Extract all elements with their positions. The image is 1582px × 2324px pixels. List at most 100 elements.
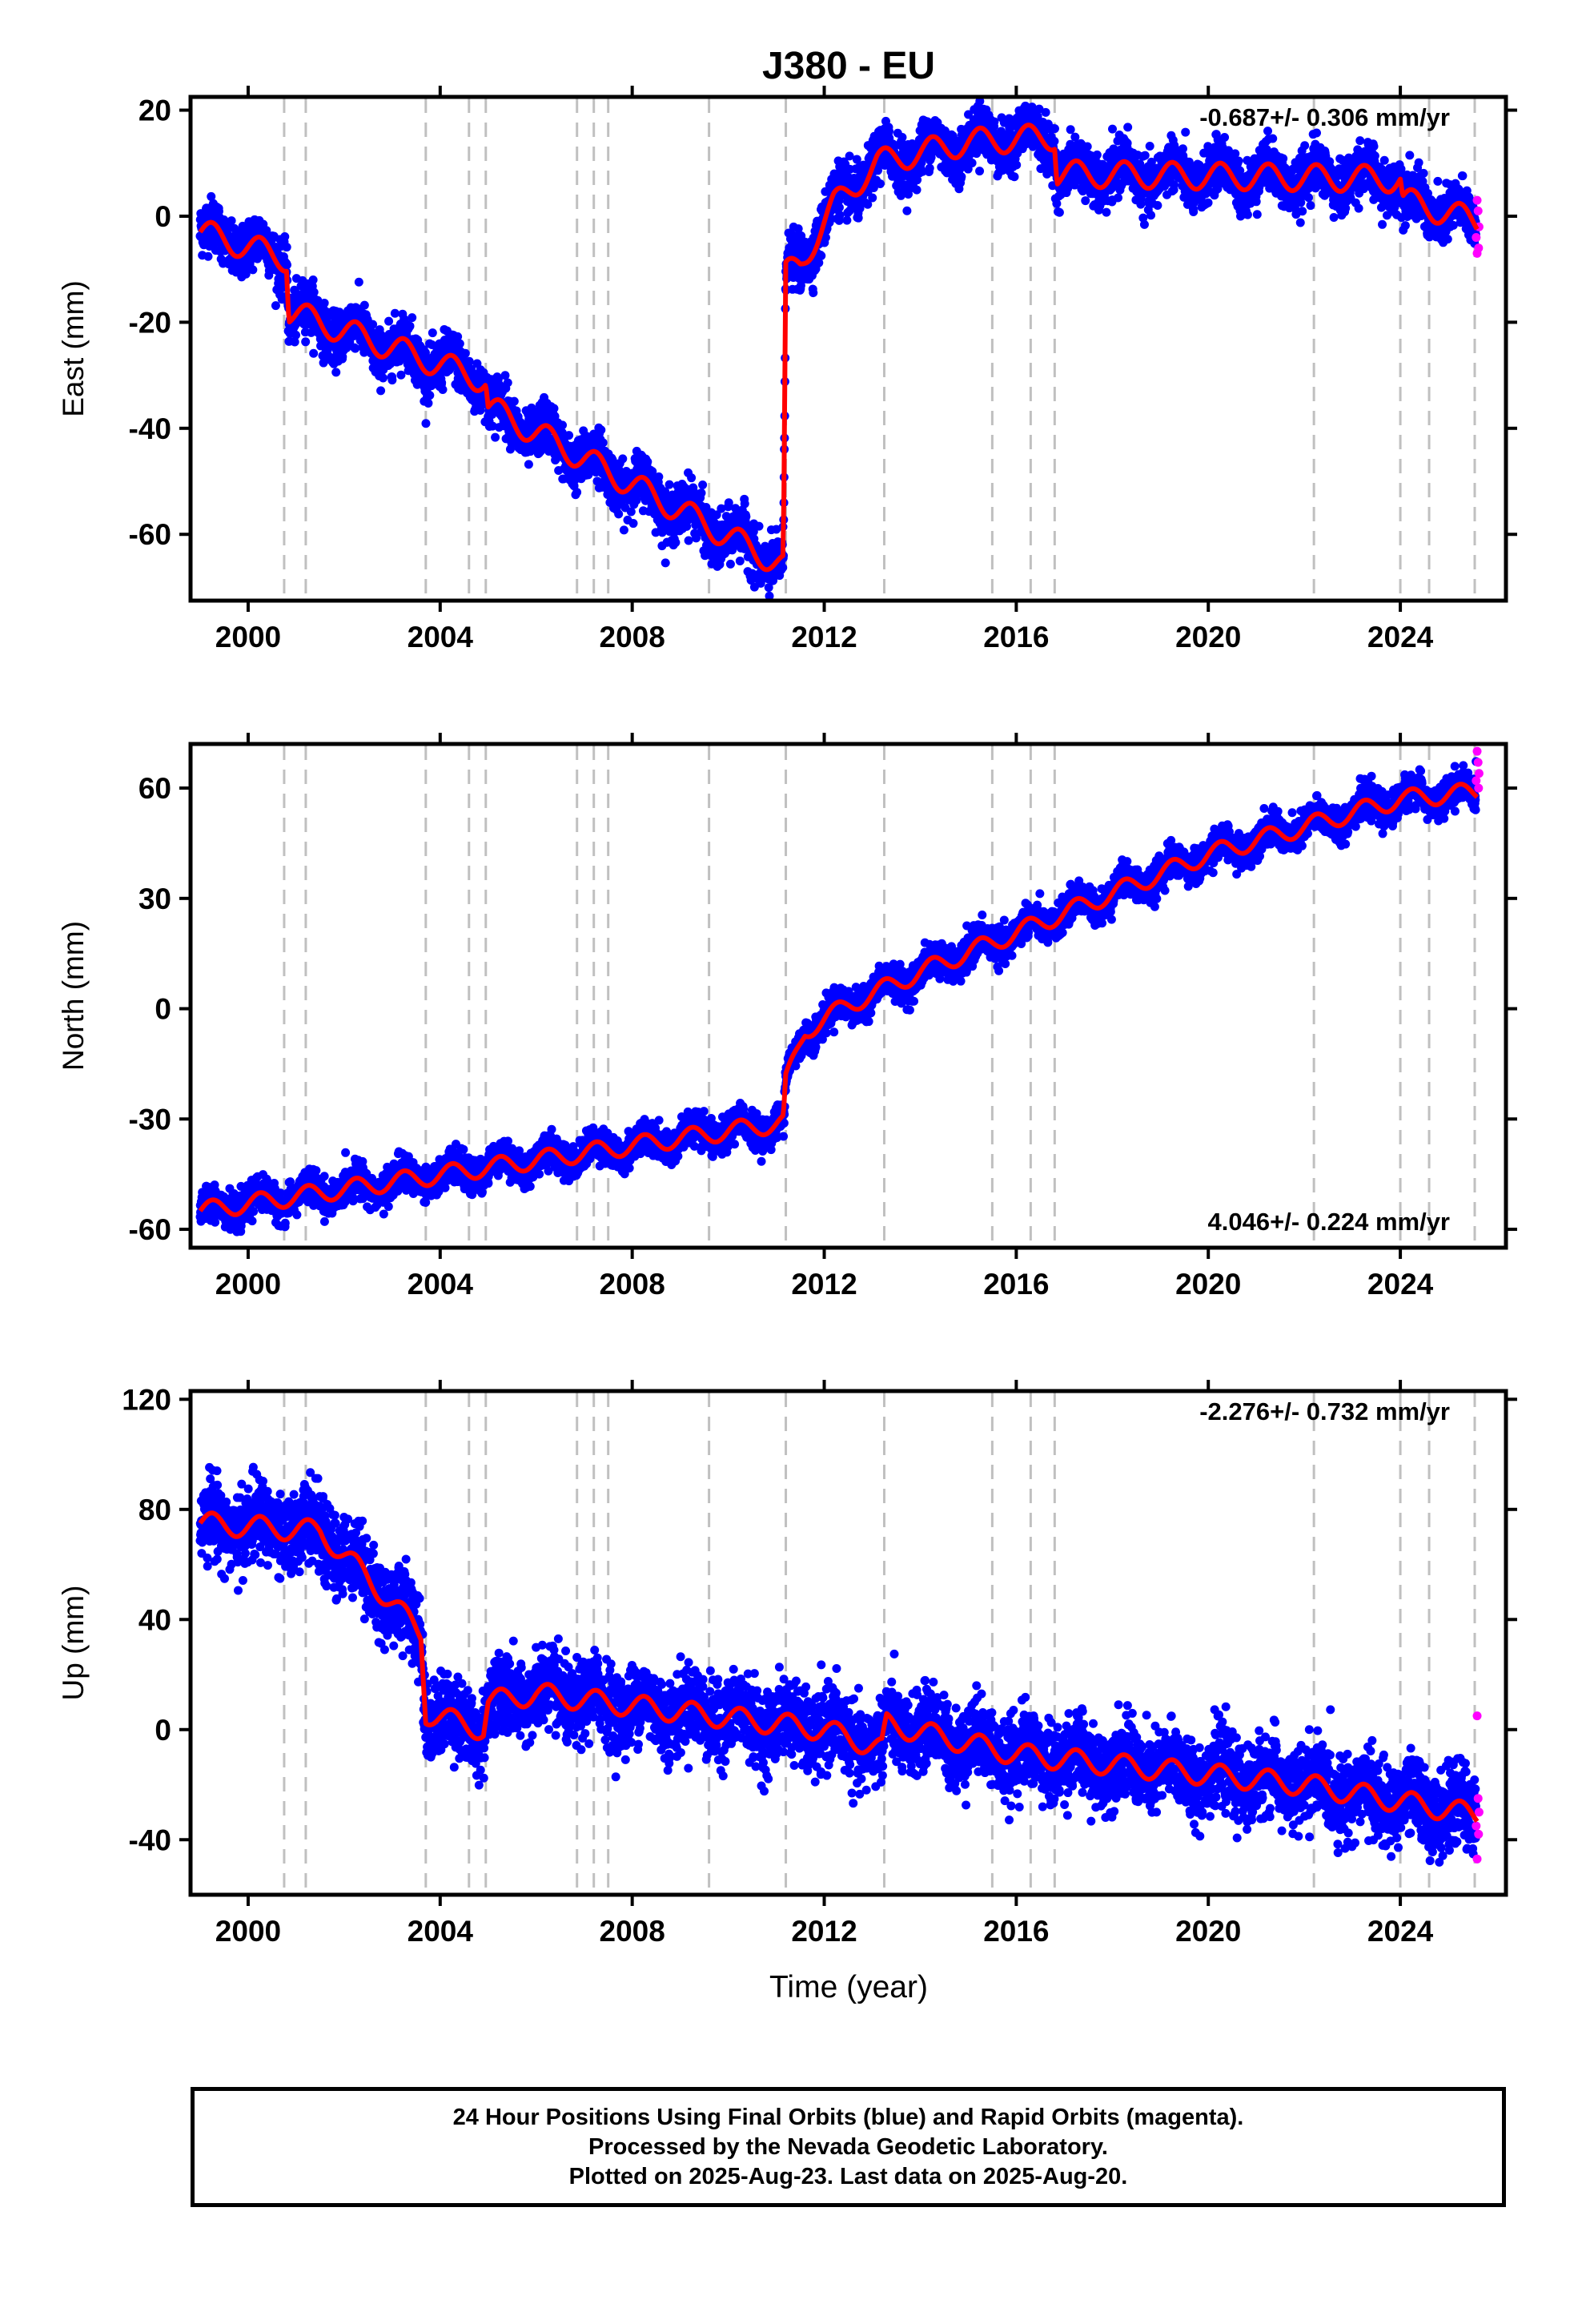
final-orbit-point bbox=[661, 558, 670, 568]
final-orbit-point bbox=[1050, 124, 1059, 134]
final-orbit-point bbox=[203, 251, 213, 261]
final-orbit-point bbox=[725, 559, 735, 569]
final-orbit-point bbox=[280, 231, 290, 241]
final-orbit-point bbox=[230, 223, 239, 233]
final-orbit-point bbox=[665, 480, 674, 489]
final-orbit-point bbox=[754, 521, 764, 531]
final-orbit-point bbox=[1114, 193, 1123, 203]
final-orbit-point bbox=[1220, 132, 1230, 142]
final-orbit-point bbox=[271, 301, 280, 311]
final-orbit-point bbox=[632, 496, 641, 505]
final-orbit-point bbox=[1203, 198, 1213, 207]
final-orbit-point bbox=[1050, 136, 1059, 146]
final-orbit-point bbox=[724, 498, 733, 508]
figure-title: J380 - EU bbox=[762, 45, 935, 87]
final-orbit-point bbox=[598, 438, 608, 448]
final-orbit-point bbox=[1041, 107, 1050, 117]
final-orbit-point bbox=[421, 419, 431, 428]
final-orbit-point bbox=[387, 376, 397, 385]
final-orbit-point bbox=[227, 216, 236, 226]
final-orbit-point bbox=[282, 243, 291, 252]
final-orbit-point bbox=[408, 313, 417, 323]
final-orbit-point bbox=[618, 454, 628, 464]
final-orbit-point bbox=[549, 404, 559, 413]
final-orbit-point bbox=[1268, 134, 1278, 143]
final-orbit-point bbox=[308, 275, 318, 285]
final-orbit-point bbox=[491, 432, 500, 442]
final-orbit-point bbox=[596, 425, 606, 435]
final-orbit-point bbox=[1139, 219, 1149, 229]
final-orbit-point bbox=[853, 213, 863, 223]
final-orbit-point bbox=[740, 499, 749, 509]
final-orbit-point bbox=[975, 167, 985, 176]
final-orbit-point bbox=[503, 378, 512, 388]
final-orbit-point bbox=[897, 133, 907, 143]
final-orbit-point bbox=[868, 193, 877, 203]
final-orbit-point bbox=[424, 398, 433, 408]
final-orbit-point bbox=[248, 265, 258, 275]
final-orbit-point bbox=[509, 396, 519, 406]
final-orbit-point bbox=[379, 373, 388, 383]
final-orbit-point bbox=[291, 330, 301, 340]
final-orbit-point bbox=[1251, 197, 1261, 207]
final-orbit-point bbox=[698, 480, 708, 489]
final-orbit-point bbox=[1234, 156, 1243, 166]
final-orbit-point bbox=[735, 556, 745, 565]
final-orbit-point bbox=[460, 348, 470, 358]
final-orbit-point bbox=[301, 337, 311, 347]
final-orbit-point bbox=[697, 489, 706, 498]
final-orbit-point bbox=[687, 473, 697, 483]
final-orbit-point bbox=[455, 339, 464, 348]
final-orbit-point bbox=[684, 536, 693, 545]
final-orbit-point bbox=[741, 512, 751, 521]
east-event-lines bbox=[283, 99, 1476, 599]
final-orbit-point bbox=[376, 386, 386, 396]
final-orbit-point bbox=[438, 384, 448, 394]
final-orbit-point bbox=[1123, 123, 1133, 132]
final-orbit-point bbox=[405, 321, 415, 331]
final-orbit-point bbox=[654, 472, 664, 481]
final-orbit-point bbox=[614, 509, 624, 519]
final-orbit-point bbox=[425, 391, 435, 400]
final-orbit-point bbox=[359, 300, 369, 310]
final-orbit-point bbox=[309, 348, 319, 358]
final-orbit-point bbox=[967, 159, 977, 168]
final-orbit-point bbox=[902, 206, 912, 215]
final-orbit-point bbox=[384, 316, 394, 326]
final-orbit-point bbox=[282, 260, 291, 270]
final-orbit-point bbox=[1066, 125, 1075, 135]
final-orbit-point bbox=[1012, 160, 1022, 170]
final-orbit-point bbox=[817, 251, 826, 260]
final-orbit-point bbox=[1181, 127, 1191, 137]
final-orbit-point bbox=[354, 277, 363, 287]
final-orbit-point bbox=[671, 537, 681, 547]
final-orbit-point bbox=[925, 163, 934, 173]
final-orbit-point bbox=[628, 519, 638, 529]
final-orbit-point bbox=[834, 203, 844, 212]
final-orbit-point bbox=[464, 356, 474, 366]
final-orbit-point bbox=[1054, 207, 1064, 217]
final-orbit-point bbox=[524, 460, 533, 469]
final-orbit-point bbox=[957, 172, 966, 182]
final-orbit-point bbox=[1252, 210, 1262, 219]
final-orbit-point bbox=[1140, 151, 1150, 160]
final-orbit-point bbox=[428, 328, 437, 338]
final-orbit-point bbox=[1189, 207, 1199, 216]
final-orbit-point bbox=[1243, 210, 1252, 219]
final-orbit-point bbox=[875, 179, 885, 188]
final-orbit-point bbox=[1108, 124, 1118, 134]
final-orbit-point bbox=[1082, 142, 1092, 151]
final-orbit-point bbox=[912, 185, 921, 195]
final-orbit-point bbox=[1145, 142, 1154, 151]
final-orbit-point bbox=[1122, 139, 1132, 148]
final-orbit-point bbox=[1169, 179, 1178, 189]
final-orbit-point bbox=[778, 563, 788, 573]
final-orbit-point bbox=[331, 368, 341, 377]
final-orbit-point bbox=[1153, 201, 1162, 211]
final-orbit-point bbox=[809, 288, 818, 298]
final-orbit-point bbox=[1092, 150, 1102, 159]
final-orbit-point bbox=[835, 211, 845, 220]
final-orbit-point bbox=[1081, 196, 1090, 206]
final-orbit-point bbox=[643, 457, 652, 467]
